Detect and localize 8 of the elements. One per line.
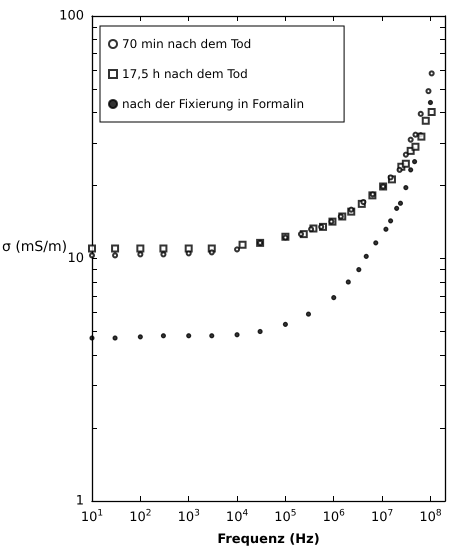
y-tick-label: 10 — [67, 251, 84, 266]
legend-label: 70 min nach dem Tod — [122, 37, 252, 51]
y-tick-label: 1 — [76, 494, 84, 508]
x-axis-title: Frequenz (Hz) — [217, 532, 320, 547]
legend-label: nach der Fixierung in Formalin — [122, 97, 304, 111]
y-axis-title: σ (mS/m) — [2, 239, 68, 255]
y-tick-label: 100 — [59, 8, 84, 24]
legend-label: 17,5 h nach dem Tod — [122, 67, 248, 81]
